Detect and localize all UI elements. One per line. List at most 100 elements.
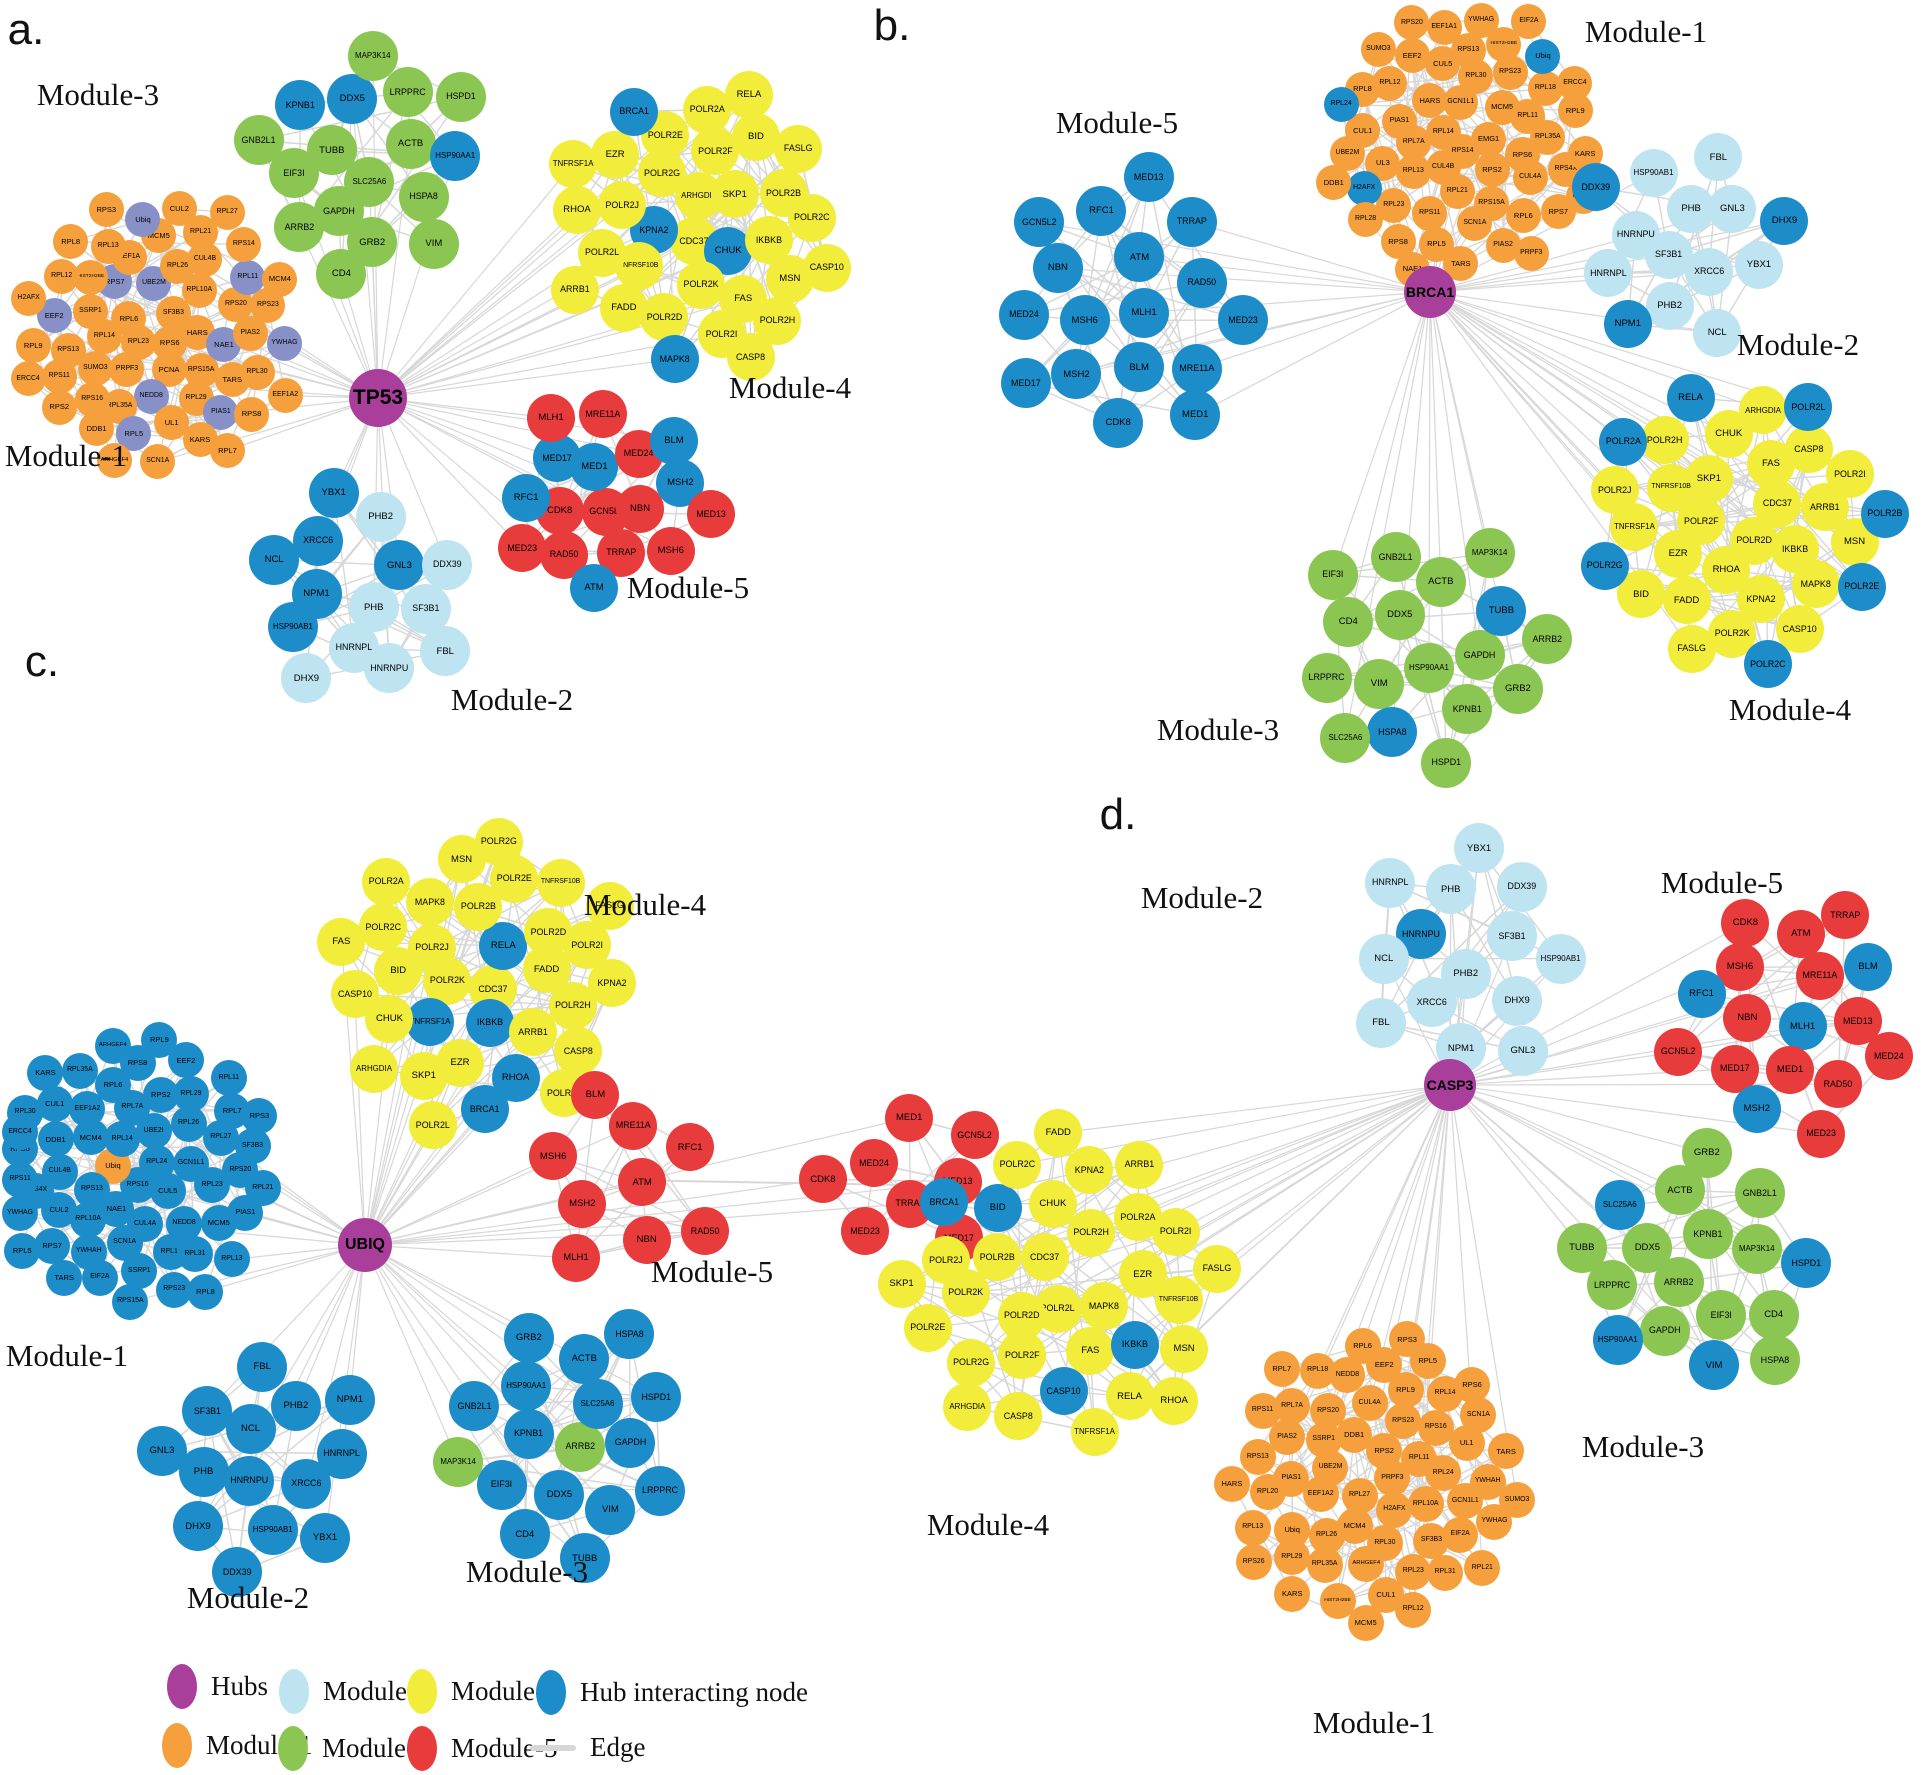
gene-node-hnrnpl[interactable]: HNRNPL	[1584, 249, 1633, 298]
gene-node-rpl18[interactable]: RPL18	[1527, 71, 1563, 107]
gene-node-phb2[interactable]: PHB2	[355, 491, 406, 542]
gene-node-nbn[interactable]: NBN	[616, 484, 665, 533]
gene-node-nbn[interactable]: NBN	[1032, 243, 1083, 294]
gene-node-ikbkb[interactable]: IKBKB	[465, 998, 514, 1047]
gene-node-gnl3[interactable]: GNL3	[374, 540, 425, 591]
gene-node-casp10[interactable]: CASP10	[802, 243, 851, 292]
gene-node-rpl6[interactable]: RPL6	[1344, 1327, 1381, 1364]
gene-node-faslg[interactable]: FASLG	[585, 881, 634, 930]
gene-node-mapk8[interactable]: MAPK8	[1791, 560, 1840, 609]
gene-node-cdc37[interactable]: CDC37	[1020, 1233, 1069, 1282]
gene-node-rpl9[interactable]: RPL9	[141, 1021, 178, 1058]
gene-node-skp1[interactable]: SKP1	[710, 170, 759, 219]
gene-node-tars[interactable]: TARS	[46, 1259, 83, 1296]
gene-node-kars[interactable]: KARS	[1274, 1575, 1311, 1612]
gene-node-fadd[interactable]: FADD	[599, 284, 648, 333]
gene-node-ddb1[interactable]: DDB1	[37, 1121, 74, 1158]
gene-node-rpl24[interactable]: RPL24	[1323, 87, 1359, 123]
gene-node-gnb2l1[interactable]: GNB2L1	[1370, 532, 1421, 583]
gene-node-skp1[interactable]: SKP1	[399, 1052, 448, 1101]
gene-node-eif3i[interactable]: EIF3I	[1307, 549, 1358, 600]
gene-node-map3k14[interactable]: MAP3K14	[1731, 1223, 1782, 1274]
gene-node-med24[interactable]: MED24	[1864, 1032, 1913, 1081]
gene-node-eif2a[interactable]: EIF2A	[1511, 3, 1547, 39]
gene-node-chuk[interactable]: CHUK	[1028, 1180, 1077, 1229]
gene-node-ddx39[interactable]: DDX39	[212, 1547, 263, 1598]
gene-node-rpl27[interactable]: RPL27	[1341, 1477, 1378, 1514]
gene-node-polr2a[interactable]: POLR2A	[1599, 417, 1648, 466]
gene-node-sumo3[interactable]: SUMO3	[1360, 31, 1396, 67]
gene-node-kpnb1[interactable]: KPNB1	[275, 80, 326, 131]
gene-node-hspa8[interactable]: HSPA8	[604, 1309, 655, 1360]
gene-node-actb[interactable]: ACTB	[385, 118, 436, 169]
gene-node-fadd[interactable]: FADD	[1034, 1108, 1083, 1157]
gene-node-med1[interactable]: MED1	[1766, 1046, 1815, 1095]
gene-node-rpl5[interactable]: RPL5	[4, 1232, 41, 1269]
gene-node-eif2a[interactable]: EIF2A	[81, 1259, 118, 1296]
gene-node-rps8[interactable]: RPS8	[234, 396, 270, 432]
gene-node-ywhag[interactable]: YWHAG	[1463, 3, 1499, 39]
gene-node-cd4[interactable]: CD4	[1748, 1290, 1799, 1341]
gene-node-med17[interactable]: MED17	[533, 434, 582, 483]
gene-node-hspa8[interactable]: HSPA8	[1750, 1335, 1801, 1386]
gene-node-rps3[interactable]: RPS3	[241, 1098, 278, 1134]
gene-node-ddx5[interactable]: DDX5	[327, 73, 378, 124]
gene-node-fas[interactable]: FAS	[317, 917, 366, 966]
hub-node-tp53[interactable]: TP53	[349, 369, 407, 427]
gene-node-rpl8[interactable]: RPL8	[187, 1273, 224, 1310]
gene-node-dhx9[interactable]: DHX9	[1760, 196, 1809, 245]
gene-node-lrpprc[interactable]: LRPPRC	[635, 1465, 686, 1516]
gene-node-tnfrsf10b[interactable]: TNFRSF10B	[536, 858, 585, 907]
gene-node-rpl13[interactable]: RPL13	[1395, 153, 1431, 189]
hub-node-casp3[interactable]: CASP3	[1424, 1059, 1476, 1111]
gene-node-blm[interactable]: BLM	[571, 1070, 620, 1119]
gene-node-rps15a[interactable]: RPS15A	[112, 1283, 149, 1320]
gene-node-polr2d[interactable]: POLR2D	[524, 907, 573, 956]
gene-node-rpl35a[interactable]: RPL35A	[1306, 1546, 1343, 1583]
gene-node-ercc4[interactable]: ERCC4	[1557, 66, 1593, 102]
gene-node-hsp90aa1[interactable]: HSP90AA1	[1592, 1314, 1643, 1365]
gene-node-rela[interactable]: RELA	[1666, 373, 1715, 422]
gene-node-arrb2[interactable]: ARRB2	[555, 1421, 606, 1472]
gene-node-h2afx[interactable]: H2AFX	[1346, 171, 1382, 207]
gene-node-polr2g[interactable]: POLR2G	[947, 1338, 996, 1387]
gene-node-kars[interactable]: KARS	[27, 1055, 64, 1092]
gene-node-bid[interactable]: BID	[731, 112, 780, 161]
gene-node-grb2[interactable]: GRB2	[1681, 1128, 1732, 1179]
gene-node-lrpprc[interactable]: LRPPRC	[1301, 652, 1352, 703]
gene-node-slc25a6[interactable]: SLC25A6	[572, 1379, 623, 1430]
gene-node-msh6[interactable]: MSH6	[646, 526, 695, 575]
gene-node-rpl7[interactable]: RPL7	[1263, 1350, 1300, 1387]
gene-node-ddb1[interactable]: DDB1	[79, 410, 115, 446]
gene-node-ybx1[interactable]: YBX1	[1454, 823, 1505, 874]
gene-node-ybx1[interactable]: YBX1	[300, 1513, 350, 1563]
gene-node-xrcc6[interactable]: XRCC6	[293, 515, 344, 566]
gene-node-polr2c[interactable]: POLR2C	[359, 903, 408, 952]
gene-node-hsp90ab1[interactable]: HSP90AB1	[1629, 149, 1678, 198]
gene-node-gnb2l1[interactable]: GNB2L1	[1734, 1168, 1785, 1219]
gene-node-hsp90aa1[interactable]: HSP90AA1	[501, 1360, 552, 1411]
gene-node-tars[interactable]: TARS	[1488, 1433, 1525, 1470]
gene-node-hspa8[interactable]: HSPA8	[1367, 707, 1418, 758]
gene-node-rps2[interactable]: RPS2	[1474, 151, 1510, 187]
gene-node-rpl28[interactable]: RPL28	[1348, 201, 1384, 237]
gene-node-rpl29[interactable]: RPL29	[1273, 1539, 1310, 1576]
gene-node-cul5[interactable]: CUL5	[149, 1172, 186, 1209]
gene-node-med23[interactable]: MED23	[1797, 1109, 1846, 1158]
gene-node-rela[interactable]: RELA	[724, 70, 773, 119]
gene-node-ncl[interactable]: NCL	[249, 534, 300, 585]
gene-node-rpl20[interactable]: RPL20	[1249, 1474, 1286, 1511]
gene-node-rfc1[interactable]: RFC1	[666, 1123, 715, 1172]
gene-node-rps7[interactable]: RPS7	[34, 1227, 71, 1264]
gene-node-hist2h2be[interactable]: HIST2H2BE	[73, 260, 109, 296]
gene-node-faslg[interactable]: FASLG	[1192, 1244, 1241, 1293]
gene-node-brca1[interactable]: BRCA1	[920, 1178, 969, 1227]
gene-node-polr2l[interactable]: POLR2L	[1784, 383, 1833, 432]
gene-node-rps14[interactable]: RPS14	[226, 226, 262, 262]
gene-node-rps13[interactable]: RPS13	[1239, 1439, 1276, 1476]
gene-node-polr2b[interactable]: POLR2B	[1860, 489, 1909, 538]
gene-node-brca1[interactable]: BRCA1	[610, 87, 659, 136]
gene-node-ercc4[interactable]: ERCC4	[2, 1114, 38, 1151]
gene-node-mre11a[interactable]: MRE11A	[609, 1101, 658, 1150]
gene-node-rad50[interactable]: RAD50	[1176, 257, 1227, 308]
